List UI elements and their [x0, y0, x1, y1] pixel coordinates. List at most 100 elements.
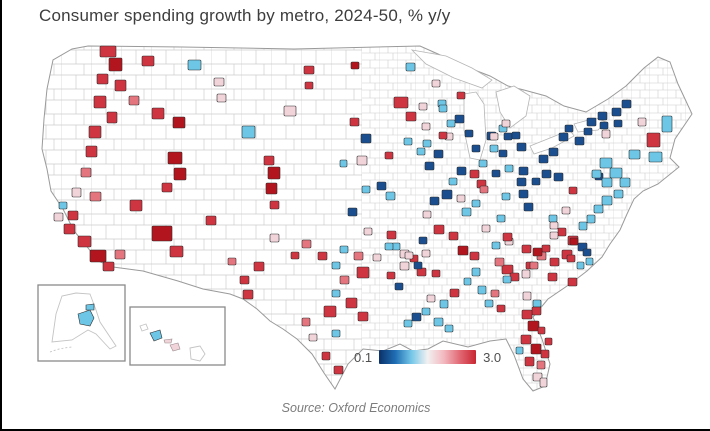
metro-cell [541, 169, 552, 179]
metro-cell [489, 132, 499, 141]
metro-cell [521, 244, 532, 254]
metro-cell [520, 334, 532, 345]
metro-cell [599, 157, 613, 169]
metro-cell [601, 177, 613, 188]
metro-cell [53, 212, 64, 222]
metro-cell [538, 154, 549, 164]
metro-cell [521, 269, 531, 279]
metro-cell [613, 189, 624, 199]
metro-cell [504, 164, 514, 173]
metro-cell [477, 285, 487, 295]
metro-cell [532, 247, 543, 257]
metro-cell [561, 206, 571, 215]
metro-cell [597, 111, 608, 121]
metro-cell [93, 95, 107, 109]
legend-gradient-bar [379, 350, 477, 364]
great-lakes [410, 49, 607, 161]
metro-cell [566, 254, 576, 263]
metro-cell [496, 214, 506, 223]
metro-cell [301, 317, 311, 327]
metro-cell [621, 99, 632, 109]
metro-cell [522, 291, 532, 301]
metro-cell [536, 360, 546, 370]
metro-cell [58, 201, 68, 210]
metro-cell [345, 297, 358, 309]
metro-cell [586, 117, 597, 127]
metro-cell [227, 257, 237, 266]
metro-cell [637, 117, 647, 127]
alaska-inset [37, 284, 126, 362]
metro-cell [376, 181, 387, 191]
metro-cell [85, 145, 98, 158]
metro-cells-layer [53, 45, 673, 388]
metro-cell [501, 192, 511, 201]
metro-cell [114, 249, 126, 260]
metro-cell [331, 261, 341, 270]
metro-cell [205, 215, 217, 226]
metro-cell [363, 227, 373, 236]
metro-cell [501, 119, 511, 128]
metro-cell [386, 271, 396, 280]
metro-cell [498, 149, 508, 158]
metro-cell [108, 57, 123, 72]
alaska-outline [51, 292, 117, 350]
metro-cell [333, 365, 344, 375]
metro-cell [347, 207, 358, 217]
metro-cell [63, 223, 76, 235]
metro-cell [648, 151, 663, 163]
metro-cell [173, 167, 187, 181]
lake-superior-shape [410, 49, 493, 89]
metro-cell [386, 230, 397, 240]
oahu-metro-blob [149, 329, 163, 342]
metro-cell [502, 232, 513, 242]
metro-cell [491, 169, 501, 178]
metro-cell [541, 244, 551, 253]
metro-cell [574, 136, 585, 146]
metro-cell [463, 277, 472, 286]
kauai-outline [139, 323, 149, 332]
metro-cell [357, 311, 369, 322]
metro-cell [448, 177, 458, 186]
metro-cell [418, 236, 428, 245]
metro-cell [576, 261, 585, 270]
hawaii-inset-box [129, 306, 226, 366]
alaska-metro-blob-small [85, 303, 95, 311]
legend-max-label: 3.0 [483, 349, 502, 365]
metro-cell [490, 289, 500, 298]
metro-cell [548, 214, 558, 223]
metro-cell [331, 289, 341, 298]
metro-cell [530, 343, 542, 355]
chart-title: Consumer spending growth by metro, 2024-… [39, 6, 451, 25]
metro-cell [609, 167, 623, 179]
metro-cell [242, 289, 254, 300]
legend-min-label: 0.1 [354, 349, 373, 365]
metro-cell [549, 221, 559, 230]
metro-cell [511, 131, 521, 140]
metro-cell [339, 275, 350, 285]
metro-cell [593, 204, 604, 214]
metro-cell [444, 324, 454, 333]
metro-cell [426, 294, 436, 303]
metro-cell [501, 264, 514, 275]
metro-cell [532, 299, 542, 308]
metro-cell [557, 227, 567, 237]
metro-cell [80, 167, 92, 178]
metro-cell [582, 248, 592, 257]
metro-cell [549, 231, 559, 240]
metro-cell [421, 249, 431, 258]
metro-cell [424, 161, 435, 171]
metro-cell [438, 104, 448, 113]
metro-cell [433, 317, 444, 327]
metro-cell [539, 377, 548, 388]
metro-cell [613, 119, 623, 128]
big-island-outline [189, 345, 206, 362]
metro-cell [89, 191, 102, 202]
metro-cell [172, 116, 186, 129]
us-outline-stroke [41, 45, 693, 392]
metro-cell [516, 142, 527, 152]
metro-cell [449, 288, 460, 298]
metro-cell [89, 249, 107, 263]
metro-cell [439, 299, 449, 309]
metro-cell [494, 257, 505, 267]
